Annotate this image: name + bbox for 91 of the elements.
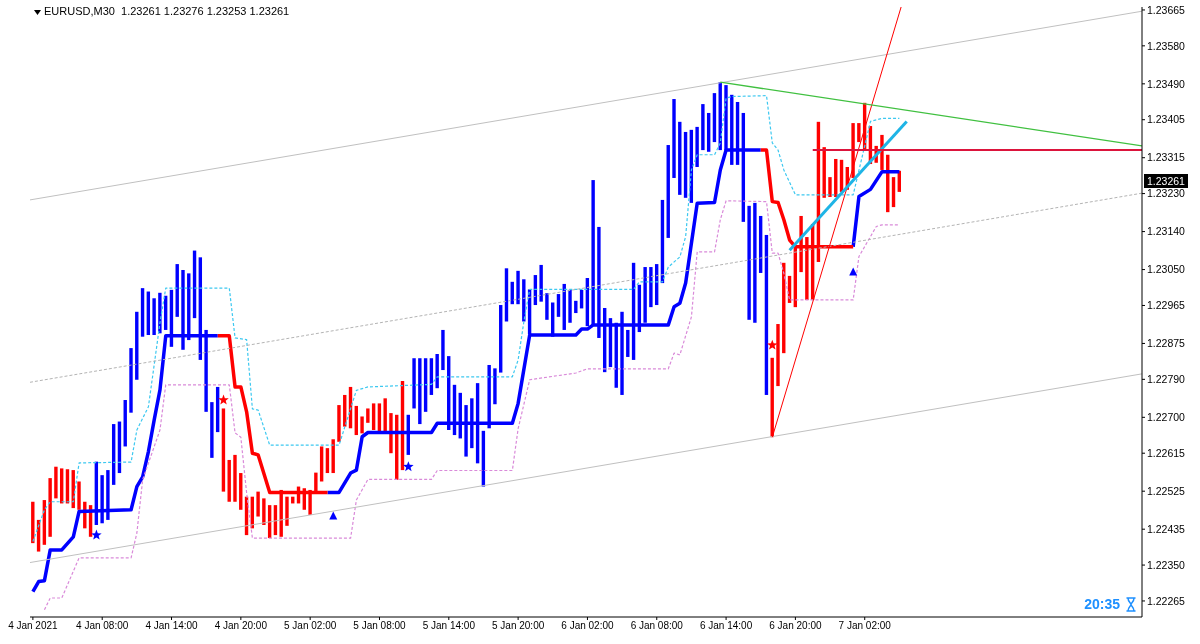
y-tick-label: 1.23140 [1147, 225, 1186, 238]
candlestick [487, 364, 491, 429]
candlestick [695, 126, 699, 167]
candlestick [48, 478, 52, 537]
candlestick [851, 123, 855, 178]
candlestick [574, 300, 578, 314]
candlestick [337, 405, 341, 442]
candlestick [828, 177, 832, 197]
chart-title: EURUSD,M30 1.23261 1.23276 1.23253 1.23261 [44, 5, 290, 18]
x-tick-label: 5 Jan 14:00 [422, 620, 476, 632]
y-tick-label: 1.22435 [1147, 522, 1186, 535]
candlestick [649, 267, 653, 308]
candlestick [701, 104, 705, 151]
x-tick-label: 6 Jan 20:00 [769, 620, 822, 632]
candlestick [799, 215, 803, 273]
candlestick [597, 226, 601, 338]
candlestick [100, 475, 104, 524]
candlestick [545, 293, 549, 320]
x-tick-label: 6 Jan 08:00 [630, 620, 684, 632]
y-tick-label: 1.22525 [1147, 484, 1186, 497]
candlestick [31, 501, 35, 544]
candlestick [620, 311, 624, 395]
y-tick-label: 1.23230 [1147, 187, 1186, 200]
x-tick-label: 4 Jan 08:00 [76, 620, 129, 632]
candlestick [516, 270, 520, 305]
y-tick-label: 1.22700 [1147, 411, 1186, 424]
candlestick [77, 481, 81, 510]
candlestick [389, 413, 393, 454]
candlestick [383, 398, 387, 434]
candlestick [204, 329, 208, 412]
candlestick [591, 180, 595, 325]
y-tick-label: 1.22875 [1147, 337, 1186, 350]
candlestick [262, 498, 266, 525]
candlestick [805, 237, 809, 300]
x-tick-label: 5 Jan 20:00 [491, 620, 545, 632]
x-tick-label: 5 Jan 08:00 [353, 620, 407, 632]
annotation: 1.23261 [1144, 173, 1188, 188]
candlestick [470, 398, 474, 449]
candlestick [568, 289, 572, 323]
candlestick [371, 403, 376, 430]
candlestick [435, 354, 439, 389]
y-tick-label: 1.22965 [1147, 299, 1186, 312]
candlestick [857, 123, 861, 143]
candlestick [210, 402, 214, 458]
candlestick [331, 439, 335, 474]
x-tick-label: 4 Jan 2021 [8, 620, 59, 632]
candlestick [522, 279, 526, 322]
candlestick [181, 270, 185, 350]
candlestick [256, 491, 260, 517]
candlestick [366, 408, 370, 423]
y-tick-label: 1.23665 [1147, 3, 1186, 16]
annotation: 20:35 [1084, 596, 1120, 612]
y-tick-label: 1.23580 [1147, 39, 1186, 52]
candlestick [643, 267, 647, 323]
candlestick [539, 264, 543, 302]
point [849, 267, 858, 276]
y-tick-label: 1.23050 [1147, 263, 1186, 276]
line-series [43, 200, 900, 611]
x-tick-label: 4 Jan 14:00 [145, 620, 199, 632]
point [767, 339, 778, 350]
candlestick [129, 348, 133, 413]
candlestick [285, 496, 289, 526]
candlestick [152, 298, 156, 336]
candlestick [106, 470, 110, 520]
x-tick-label: 7 Jan 02:00 [838, 620, 892, 632]
x-tick-label: 5 Jan 02:00 [284, 620, 337, 632]
candlestick [233, 454, 237, 502]
x-tick-label: 6 Jan 14:00 [699, 620, 753, 632]
candlestick [822, 147, 826, 198]
x-tick-label: 6 Jan 02:00 [561, 620, 615, 632]
candlestick [464, 405, 468, 457]
candlestick [412, 358, 416, 409]
point [329, 511, 338, 520]
candlestick [418, 358, 422, 425]
y-tick-label: 1.22615 [1147, 446, 1186, 459]
candlestick [672, 99, 676, 178]
y-tick-label: 1.23405 [1147, 113, 1186, 126]
candlestick [54, 466, 58, 499]
candlestick [753, 202, 757, 323]
candlestick [747, 205, 751, 320]
y-tick-label: 1.22265 [1147, 594, 1186, 607]
y-tick-label: 1.22790 [1147, 373, 1186, 386]
candlestick [493, 368, 497, 405]
line-series [32, 95, 900, 543]
y-tick-label: 1.22350 [1147, 558, 1186, 571]
y-tick-label: 1.23315 [1147, 151, 1186, 164]
candlestick [441, 329, 445, 371]
x-tick-label: 4 Jan 20:00 [214, 620, 268, 632]
y-tick-label: 1.23490 [1147, 77, 1186, 90]
candlestick [360, 416, 364, 434]
point [218, 394, 229, 405]
